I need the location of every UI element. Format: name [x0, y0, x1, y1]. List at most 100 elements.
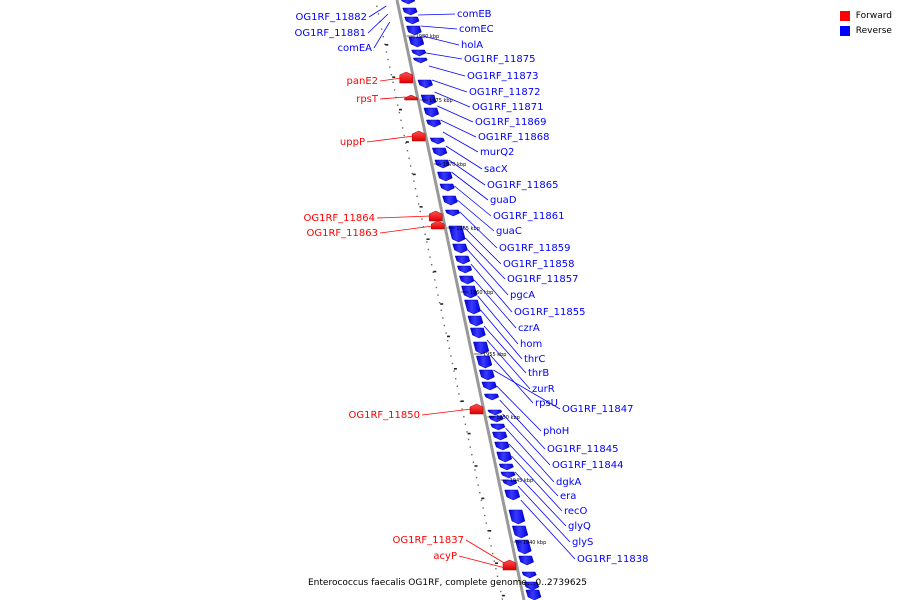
- reverse-gene-label[interactable]: hom: [520, 339, 542, 350]
- forward-gene-label[interactable]: OG1RF_11864: [304, 213, 376, 224]
- reverse-gene-label[interactable]: comEB: [457, 9, 492, 20]
- reverse-gene-label[interactable]: OG1RF_11857: [507, 274, 579, 285]
- kbp-label: 1975 kbp: [429, 98, 453, 104]
- track-dot: [461, 408, 463, 410]
- track-dot: [469, 446, 471, 448]
- reverse-gene-label[interactable]: OG1RF_11868: [478, 132, 550, 143]
- forward-gene-label[interactable]: OG1RF_11882: [296, 12, 368, 23]
- track-tick: [460, 400, 464, 402]
- reverse-gene-label[interactable]: comEC: [459, 24, 494, 35]
- track-dot: [377, 13, 380, 15]
- reverse-leader-line: [499, 399, 546, 450]
- forward-gene-label[interactable]: acyP: [433, 551, 457, 562]
- track-dot: [432, 271, 434, 273]
- reverse-gene-label[interactable]: OG1RF_11865: [487, 180, 559, 191]
- reverse-gene-label[interactable]: thrC: [524, 354, 545, 365]
- reverse-gene-label[interactable]: guaC: [496, 226, 522, 237]
- track-dot: [398, 112, 401, 114]
- reverse-feature-block: [496, 451, 513, 463]
- track-tick: [433, 270, 437, 273]
- reverse-gene-label[interactable]: recO: [564, 506, 588, 517]
- reverse-gene-label[interactable]: OG1RF_11859: [499, 243, 571, 254]
- reverse-gene-label[interactable]: OG1RF_11875: [464, 54, 536, 65]
- reverse-gene-label[interactable]: pgcA: [510, 290, 535, 301]
- track-dot: [419, 210, 421, 213]
- reverse-gene-label[interactable]: OG1RF_11871: [472, 102, 544, 113]
- reverse-gene-label[interactable]: glyQ: [568, 521, 591, 532]
- reverse-gene-label[interactable]: zurR: [532, 384, 555, 395]
- forward-gene-label[interactable]: uppP: [340, 137, 365, 148]
- reverse-gene-label[interactable]: OG1RF_11845: [547, 444, 619, 455]
- reverse-gene-label[interactable]: holA: [461, 40, 483, 51]
- forward-color-swatch: [839, 10, 850, 21]
- reverse-feature-block: [504, 489, 521, 501]
- reverse-feature-block: [445, 209, 461, 217]
- track-tick: [481, 497, 485, 500]
- reverse-gene-label[interactable]: OG1RF_11844: [552, 460, 624, 471]
- reverse-gene-label[interactable]: OG1RF_11858: [503, 259, 575, 270]
- reverse-gene-label[interactable]: OG1RF_11872: [469, 87, 541, 98]
- track-dot: [445, 332, 447, 334]
- reverse-gene-label[interactable]: sacX: [484, 164, 508, 175]
- reverse-gene-label[interactable]: rpsU: [535, 398, 558, 409]
- track-tick: [412, 173, 416, 176]
- forward-gene-label[interactable]: rpsT: [356, 94, 379, 105]
- track-dot: [438, 302, 441, 304]
- kbp-label: 1960 kbp: [470, 290, 494, 296]
- reverse-gene-label[interactable]: guaD: [490, 195, 517, 206]
- reverse-feature-block: [420, 94, 437, 106]
- reverse-gene-label[interactable]: OG1RF_11869: [475, 117, 547, 128]
- forward-leader-line: [373, 21, 391, 49]
- track-dot: [393, 89, 396, 91]
- reverse-gene-label[interactable]: OG1RF_11861: [493, 211, 565, 222]
- reverse-gene-label[interactable]: dgkA: [556, 477, 581, 488]
- reverse-leader-line: [451, 171, 489, 201]
- track-tick: [474, 465, 478, 467]
- reverse-gene-labels: comEB comEC holA OG1RF_11875 OG1RF_11873 OG1R…: [418, 9, 649, 565]
- track-dot: [479, 492, 481, 494]
- track-dot: [490, 545, 492, 547]
- kbp-label: 1940 kbp: [523, 540, 547, 546]
- forward-gene-label[interactable]: panE2: [347, 76, 379, 87]
- track-dot: [443, 324, 446, 327]
- reverse-gene-label[interactable]: era: [560, 491, 576, 502]
- reverse-leader-line: [480, 309, 523, 360]
- reverse-feature-block: [514, 539, 532, 555]
- reverse-feature-block: [487, 409, 503, 416]
- reverse-feature-block: [521, 571, 537, 579]
- track-dot: [382, 36, 384, 38]
- kbp-label: 1955 kbp: [483, 352, 507, 358]
- legend-reverse: Reverse: [839, 23, 892, 38]
- track-dot: [390, 74, 393, 76]
- reverse-leader-line: [428, 65, 466, 77]
- forward-gene-label[interactable]: OG1RF_11863: [307, 228, 379, 239]
- forward-gene-label[interactable]: comEA: [337, 43, 372, 54]
- reverse-gene-label[interactable]: glyS: [572, 537, 593, 548]
- reverse-gene-label[interactable]: czrA: [518, 323, 540, 334]
- reverse-gene-label[interactable]: OG1RF_11873: [467, 71, 539, 82]
- reverse-leader-line: [486, 339, 531, 390]
- track-dot: [451, 362, 454, 365]
- forward-gene-label[interactable]: OG1RF_11837: [393, 535, 465, 546]
- reverse-leader-line: [437, 105, 474, 123]
- reverse-gene-label[interactable]: thrB: [528, 368, 549, 379]
- legend-forward: Forward: [839, 8, 892, 23]
- reverse-gene-label[interactable]: OG1RF_11847: [562, 404, 634, 415]
- reverse-feature-block: [484, 393, 500, 401]
- reverse-gene-label[interactable]: phoH: [543, 426, 569, 437]
- reverse-leader-line: [489, 354, 534, 404]
- track-dot: [400, 119, 402, 121]
- track-dot: [434, 279, 436, 281]
- track-dot: [418, 203, 420, 205]
- reverse-gene-label[interactable]: OG1RF_11838: [577, 554, 649, 565]
- track-dot: [493, 560, 495, 562]
- forward-gene-label[interactable]: OG1RF_11881: [295, 28, 367, 39]
- track-dot: [437, 294, 439, 296]
- forward-gene-label[interactable]: OG1RF_11850: [349, 410, 421, 421]
- reverse-gene-label[interactable]: murQ2: [480, 147, 514, 158]
- reverse-leader-line: [420, 25, 458, 30]
- reverse-gene-label[interactable]: OG1RF_11855: [514, 307, 586, 318]
- reverse-leader-line: [462, 225, 502, 265]
- track-dot: [427, 248, 430, 251]
- track-dot: [385, 51, 388, 53]
